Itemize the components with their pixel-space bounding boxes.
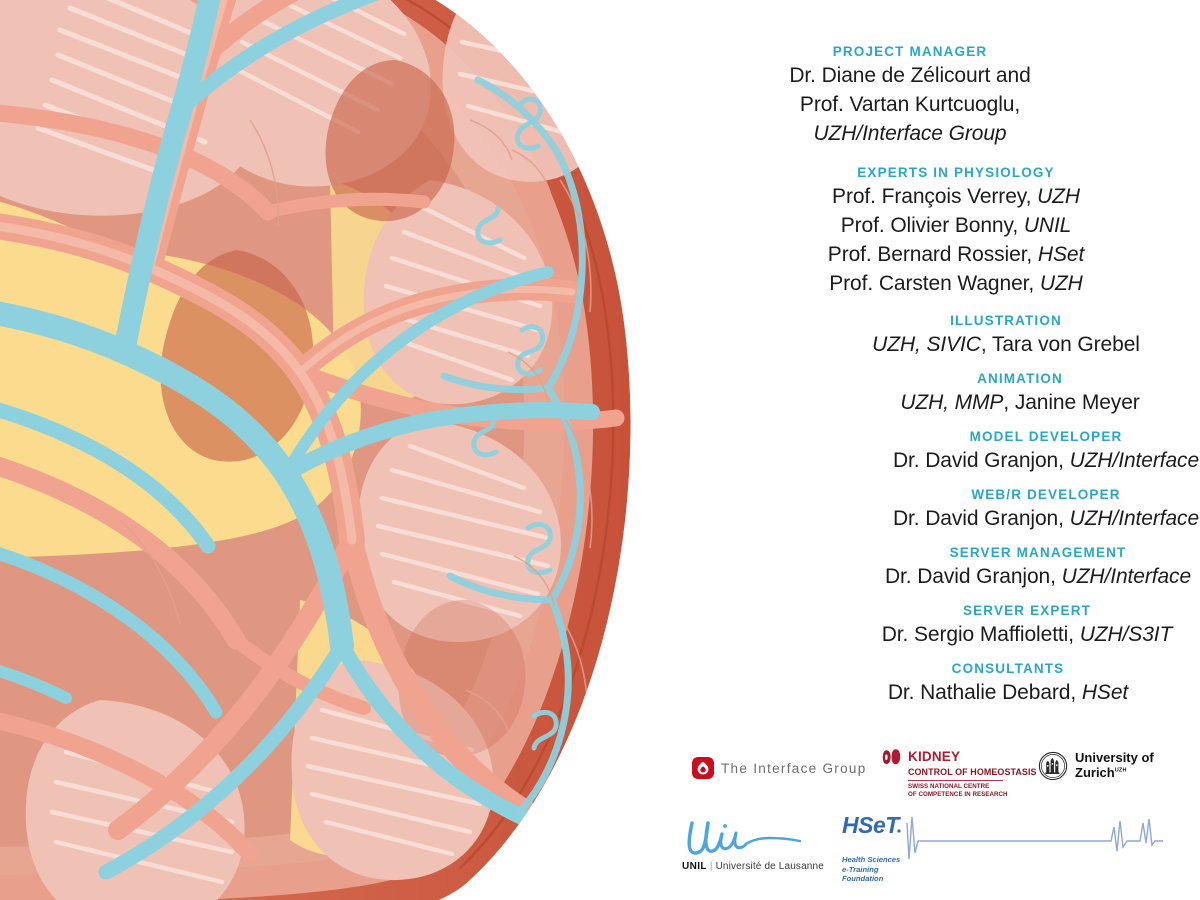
credit-block-server-expert: SERVER EXPERT Dr. Sergio Maffioletti, UZ… [777, 603, 1200, 648]
credit-line: UZH/Interface Group [813, 121, 1007, 145]
kidney-logo-footer-line1: SWISS NATIONAL CENTRE [908, 782, 990, 790]
partner-logos: The Interface Group KIDNEY CONTROL OF HO… [660, 735, 1200, 900]
credit-person: UZH, MMP, Janine Meyer [900, 390, 1140, 414]
unil-universite-de-lausanne-logo[interactable]: UNIL | Université de Lausanne [682, 817, 824, 872]
credits-list: PROJECT MANAGER Dr. Diane de Zélicourt a… [660, 0, 1200, 735]
interface-group-drop-icon [692, 757, 714, 779]
credit-line: Prof. Bernard Rossier, HSet [827, 242, 1085, 266]
hset-sub-line1: Health Sciences [842, 855, 901, 864]
kidney-logo-footer-line2: OF COMPETENCE IN RESEARCH [908, 790, 1008, 798]
the-interface-group-logo[interactable]: The Interface Group [692, 757, 867, 779]
credit-line: Prof. Vartan Kurtcuoglu, [799, 92, 1021, 116]
unil-separator: | [709, 861, 713, 872]
medullary-pyramids [0, 0, 615, 900]
credit-role: SERVER EXPERT [963, 603, 1091, 618]
uzh-crest-icon [1038, 751, 1068, 781]
credit-role: ANIMATION [977, 371, 1063, 386]
kidney-logo-title: KIDNEY [908, 749, 961, 764]
kidney-control-of-homeostasis-logo[interactable]: KIDNEY CONTROL OF HOMEOSTASIS SWISS NATI… [878, 748, 1041, 799]
credit-line: Prof. Carsten Wagner, UZH [829, 271, 1083, 295]
hset-foundation-logo[interactable]: HSeT Health Sciences e-Training Foundati… [842, 813, 1165, 884]
credit-line: Prof. Olivier Bonny, UNIL [840, 213, 1072, 237]
uzh-line1: University of [1075, 750, 1154, 766]
arcuate-veins [440, 76, 586, 816]
kidney-beans-icon [878, 748, 904, 772]
credit-block-illustration: ILLUSTRATION UZH, SIVIC, Tara von Grebel [756, 313, 1200, 358]
credit-role: SERVER MANAGEMENT [949, 545, 1127, 560]
credit-block-server-management: SERVER MANAGEMENT Dr. David Granjon, UZH… [788, 545, 1200, 590]
credit-person: UZH, SIVIC, Tara von Grebel [872, 332, 1140, 356]
unil-wordmark: UNIL | Université de Lausanne [682, 861, 824, 872]
university-of-zurich-logo[interactable]: University of ZurichUZH [1038, 750, 1154, 781]
credit-line: Prof. François Verrey, UZH [832, 184, 1080, 208]
kidney-body [0, 0, 631, 900]
credit-role: MODEL DEVELOPER [969, 429, 1123, 444]
credit-person: Dr. Diane de Zélicourt and Prof. Vartan … [660, 62, 1160, 149]
unil-full: Université de Lausanne [715, 861, 824, 872]
uzh-superscript: UZH [1114, 767, 1127, 774]
hset-sub-line2: e-Training [842, 864, 879, 874]
kidney-logo-text: KIDNEY CONTROL OF HOMEOSTASIS SWISS NATI… [908, 748, 1041, 799]
credit-block-web-r-developer: WEB/R DEVELOPER Dr. David Granjon, UZH/I… [796, 487, 1200, 532]
svg-text:HSeT: HSeT [842, 813, 901, 838]
credit-block-consultants: CONSULTANTS Dr. Nathalie Debard, HSet [758, 661, 1200, 706]
credit-person: Dr. David Granjon, UZH/Interface [892, 506, 1200, 530]
credit-person: Dr. David Granjon, UZH/Interface [884, 564, 1192, 588]
kidney-logo-divider [908, 779, 1003, 781]
interface-group-wordmark: The Interface Group [721, 760, 867, 776]
credit-person: Dr. Sergio Maffioletti, UZH/S3IT [881, 622, 1173, 646]
hset-wordmark-icon: HSeT [842, 813, 904, 839]
credit-role: CONSULTANTS [951, 661, 1065, 676]
credit-role: EXPERTS IN PHYSIOLOGY [857, 165, 1055, 180]
unil-short: UNIL [682, 861, 707, 872]
credit-person: Prof. François Verrey, UZH Prof. Olivier… [706, 183, 1200, 299]
uzh-wordmark: University of ZurichUZH [1075, 750, 1154, 781]
hset-subtext: Health Sciences e-Training Foundation [842, 855, 1165, 884]
credit-block-experts-in-physiology: EXPERTS IN PHYSIOLOGY Prof. François Ver… [706, 165, 1200, 299]
uzh-line2: ZurichUZH [1075, 765, 1127, 780]
credit-block-model-developer: MODEL DEVELOPER Dr. David Granjon, UZH/I… [796, 429, 1200, 474]
kidney-cross-section-illustration [0, 0, 631, 900]
credit-block-animation: ANIMATION UZH, MMP, Janine Meyer [770, 371, 1200, 416]
hset-sub-line3: Foundation [842, 874, 884, 884]
credit-block-project-manager: PROJECT MANAGER Dr. Diane de Zélicourt a… [660, 44, 1160, 149]
unil-script-icon [682, 817, 824, 859]
credit-line: Dr. Diane de Zélicourt and [789, 63, 1031, 87]
credit-person: Dr. David Granjon, UZH/Interface [892, 448, 1200, 472]
hset-ecg-icon [905, 813, 1165, 861]
credit-role: PROJECT MANAGER [832, 44, 988, 59]
renal-columns [160, 60, 526, 757]
credit-person: Dr. Nathalie Debard, HSet [887, 680, 1129, 704]
kidney-logo-subtitle: CONTROL OF HOMEOSTASIS [908, 767, 1037, 777]
credit-role: ILLUSTRATION [950, 313, 1062, 328]
credit-role: WEB/R DEVELOPER [971, 487, 1121, 502]
capillary-tufts [471, 96, 559, 751]
